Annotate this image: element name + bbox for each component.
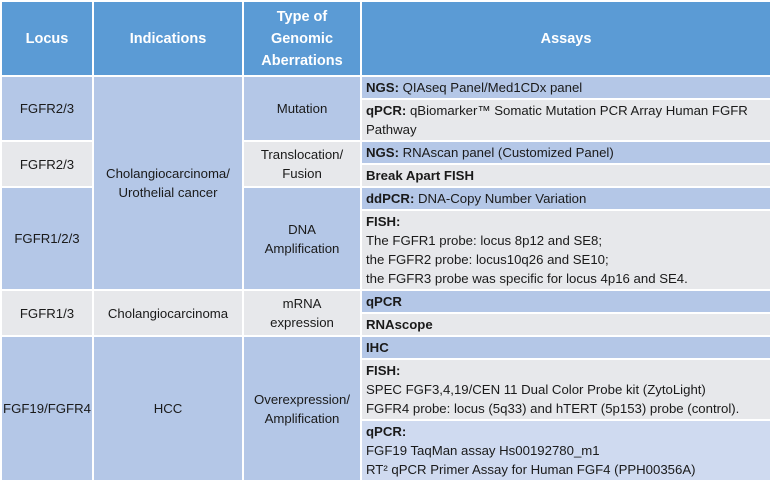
type-line1: mRNA (282, 296, 322, 311)
header-type-line1: Type of (276, 8, 328, 25)
assay-label: NGS: (366, 80, 399, 95)
type-line2: Fusion (282, 166, 322, 181)
assay-cell: NGS: RNAscan panel (Customized Panel) (360, 140, 770, 165)
type-line2: Amplification (264, 410, 340, 426)
locus-cell: FGFR2/3 (0, 75, 94, 142)
indication-cell: Cholangiocarcinoma/ Urothelial cancer (92, 75, 244, 291)
header-locus: Locus (0, 0, 94, 77)
header-type: Type of Genomic Aberrations (242, 0, 362, 77)
assay-cell: NGS: QIAseq Panel/Med1CDx panel (360, 75, 770, 100)
assay-line: FGF19 TaqMan assay Hs00192780_m1 (366, 443, 600, 458)
type-cell: Translocation/ Fusion (242, 140, 362, 188)
indication-line1: Cholangiocarcinoma/ (106, 166, 230, 181)
table-row: FISH: SPEC FGF3,4,19/CEN 11 Dual Color P… (1, 358, 770, 421)
header-type-line2: Genomic (270, 30, 334, 47)
assay-cell: FISH: The FGFR1 probe: locus 8p12 and SE… (360, 209, 770, 291)
assay-cell: qPCR: FGF19 TaqMan assay Hs00192780_m1 R… (360, 419, 770, 482)
table-row: FGF19/FGFR4 HCC Overexpression/ Amplific… (0, 335, 770, 482)
assay-cell: ddPCR: DNA-Copy Number Variation (360, 186, 770, 211)
type-line2: expression (270, 315, 334, 330)
table-row: qPCR: qBiomarker™ Somatic Mutation PCR A… (1, 98, 770, 142)
header-assays: Assays (360, 0, 770, 77)
assay-line: The FGFR1 probe: locus 8p12 and SE8; (366, 233, 603, 248)
table-row: qPCR: FGF19 TaqMan assay Hs00192780_m1 R… (1, 419, 770, 482)
table-row: FISH: The FGFR1 probe: locus 8p12 and SE… (1, 209, 770, 291)
assay-line: SPEC FGF3,4,19/CEN 11 Dual Color Probe k… (366, 382, 706, 397)
assay-cell: qPCR: qBiomarker™ Somatic Mutation PCR A… (360, 98, 770, 142)
assay-text: DNA-Copy Number Variation (414, 191, 587, 206)
assay-label: Break Apart FISH (366, 168, 474, 183)
header-type-line3: Aberrations (261, 52, 343, 69)
type-line1: Overexpression/ (253, 391, 350, 407)
type-cell: Mutation (242, 75, 362, 142)
assay-cell: IHC (360, 335, 770, 360)
type-line1: DNA (288, 221, 316, 237)
assay-label: NGS: (366, 145, 399, 160)
locus-cell: FGF19/FGFR4 (0, 335, 94, 482)
assay-label: FISH: (366, 363, 401, 378)
indication-line2: Urothelial cancer (118, 185, 218, 200)
assay-line: FGFR4 probe: locus (5q33) and hTERT (5p1… (366, 401, 740, 416)
assay-label: qPCR: (366, 424, 407, 439)
locus-cell: FGFR2/3 (0, 140, 94, 188)
table-row: FGFR2/3 Cholangiocarcinoma/ Urothelial c… (0, 75, 770, 291)
type-line1: Translocation/ (260, 147, 344, 162)
assay-label: qPCR (366, 294, 402, 309)
assay-label: FISH: (366, 214, 401, 229)
type-cell: DNA Amplification (242, 186, 362, 291)
locus-cell: FGFR1/2/3 (0, 186, 94, 291)
assay-label: RNAscope (366, 317, 433, 332)
assay-cell: qPCR (360, 289, 770, 314)
assay-line: the FGFR3 probe was specific for locus 4… (366, 271, 688, 286)
table-row: Break Apart FISH (1, 163, 770, 188)
indication-cell: HCC (92, 335, 244, 482)
table-row: FGFR1/3 Cholangiocarcinoma mRNA expressi… (0, 289, 770, 337)
type-cell: mRNA expression (242, 289, 362, 337)
header-indications: Indications (92, 0, 244, 77)
table-row: FGFR2/3 Translocation/ Fusion NGS: RNAsc… (0, 140, 770, 188)
header-row: Locus Indications Type of Genomic Aberra… (0, 0, 770, 77)
assay-text: RNAscan panel (Customized Panel) (398, 145, 614, 160)
table-row: FGFR1/2/3 DNA Amplification ddPCR: DNA-C… (0, 186, 770, 291)
assay-line: RT² qPCR Primer Assay for Human FGF4 (PP… (366, 462, 696, 477)
locus-cell: FGFR1/3 (0, 289, 94, 337)
assay-text: qBiomarker™ Somatic Mutation PCR Array H… (366, 103, 748, 137)
assay-line: the FGFR2 probe: locus10q26 and SE10; (366, 252, 609, 267)
assay-text: QIAseq Panel/Med1CDx panel (398, 80, 583, 95)
assay-label: IHC (366, 340, 389, 355)
table-row: RNAscope (1, 312, 770, 337)
indication-cell: Cholangiocarcinoma (92, 289, 244, 337)
type-cell: Overexpression/ Amplification (242, 335, 362, 482)
assay-cell: Break Apart FISH (360, 163, 770, 188)
type-line2: Amplification (264, 240, 340, 256)
assay-cell: FISH: SPEC FGF3,4,19/CEN 11 Dual Color P… (360, 358, 770, 421)
assay-label: ddPCR: (366, 191, 415, 206)
assay-label: qPCR: (366, 103, 407, 118)
assay-cell: RNAscope (360, 312, 770, 337)
